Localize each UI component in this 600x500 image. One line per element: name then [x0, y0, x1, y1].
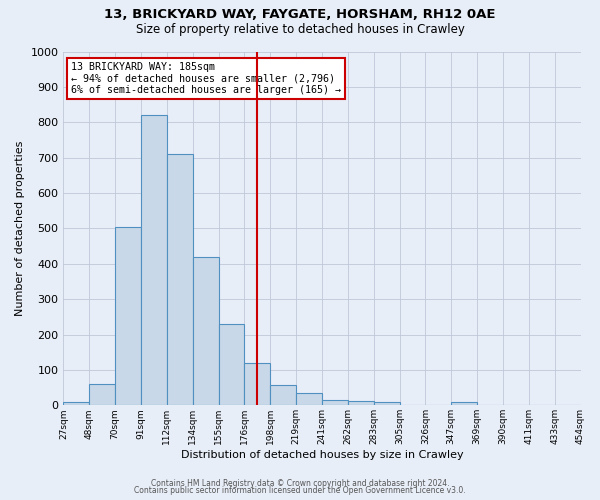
X-axis label: Distribution of detached houses by size in Crawley: Distribution of detached houses by size …: [181, 450, 463, 460]
Text: 13 BRICKYARD WAY: 185sqm
← 94% of detached houses are smaller (2,796)
6% of semi: 13 BRICKYARD WAY: 185sqm ← 94% of detach…: [71, 62, 341, 96]
Text: Contains public sector information licensed under the Open Government Licence v3: Contains public sector information licen…: [134, 486, 466, 495]
Bar: [64, 402, 89, 406]
Bar: [115, 226, 141, 406]
Y-axis label: Number of detached properties: Number of detached properties: [15, 140, 25, 316]
Bar: [296, 393, 322, 406]
Bar: [322, 400, 348, 406]
Bar: [270, 385, 296, 406]
Bar: [89, 384, 115, 406]
Text: Contains HM Land Registry data © Crown copyright and database right 2024.: Contains HM Land Registry data © Crown c…: [151, 478, 449, 488]
Text: 13, BRICKYARD WAY, FAYGATE, HORSHAM, RH12 0AE: 13, BRICKYARD WAY, FAYGATE, HORSHAM, RH1…: [104, 8, 496, 20]
Bar: [348, 402, 374, 406]
Text: Size of property relative to detached houses in Crawley: Size of property relative to detached ho…: [136, 22, 464, 36]
Bar: [374, 402, 400, 406]
Bar: [244, 363, 270, 406]
Bar: [193, 256, 218, 406]
Bar: [218, 324, 244, 406]
Bar: [167, 154, 193, 406]
Bar: [141, 115, 167, 406]
Bar: [451, 402, 477, 406]
